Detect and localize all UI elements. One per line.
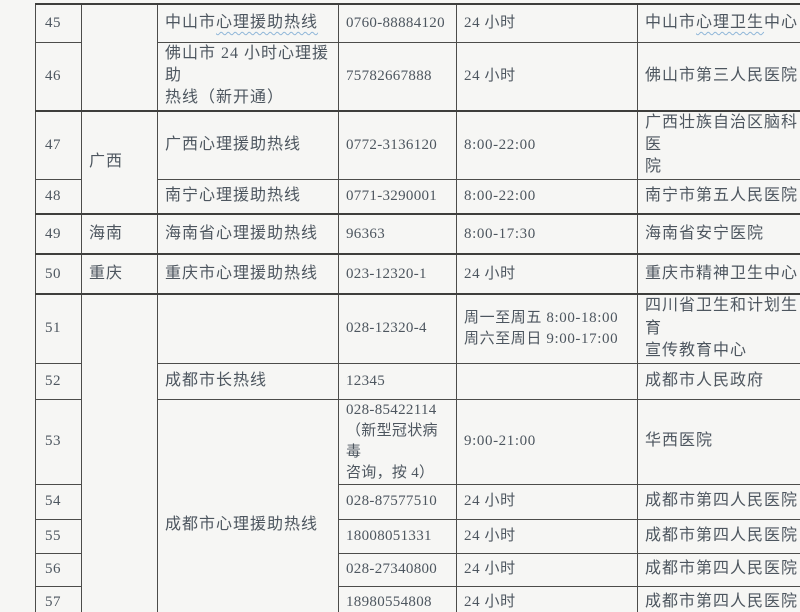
organization-cell: 华西医院 (637, 398, 800, 485)
service-hours-cell: 24 小时 (456, 552, 638, 587)
province-cell-sichuan: 四川 (81, 293, 158, 612)
hotline-name-cell-merged-chengdu: 成都市心理援助热线 (157, 398, 339, 612)
phone-number-cell: 028-27340800 (338, 552, 457, 587)
row-number-cell: 51 (35, 293, 82, 364)
hotline-name-cell: 南宁心理援助热线 (157, 178, 339, 215)
phone-number-cell: 0771-3290001 (338, 178, 457, 215)
psych-hotline-table: 45 中山市心理援助热线 0760-88884120 24 小时 中山市心理卫生… (35, 3, 800, 612)
province-cell-chongqing: 重庆 (81, 253, 158, 295)
row-number-cell: 45 (35, 3, 82, 43)
province-cell-hainan: 海南 (81, 213, 158, 255)
service-hours-cell: 24 小时 (456, 585, 638, 612)
hotline-name-cell: 成都市长热线 (157, 362, 339, 400)
table-row-51: 51 四川 028-12320-4 周一至周五 8:00-18:00 周六至周日… (35, 293, 800, 612)
service-hours-cell: 24 小时 (456, 518, 638, 554)
table-row-57: 57 18980554808 24 小时 成都市第四人民医院 (35, 585, 800, 612)
service-hours-cell: 24 小时 (456, 483, 638, 520)
table-row-50: 50 重庆 重庆市心理援助热线 023-12320-1 24 小时 重庆市精神卫… (35, 253, 800, 295)
organization-cell: 成都市第四人民医院 (637, 585, 800, 612)
row-number-cell: 46 (35, 41, 82, 112)
row-number-cell: 50 (35, 253, 82, 295)
row-number-cell: 57 (35, 585, 82, 612)
organization-cell: 成都市第四人民医院 (637, 552, 800, 587)
organization-cell: 重庆市精神卫生中心 (637, 253, 800, 295)
hotline-name-cell: 佛山市 24 小时心理援助 热线（新开通） (157, 41, 339, 112)
hotline-name-cell: 重庆市心理援助热线 (157, 253, 339, 295)
phone-number-cell: 028-85422114 （新型冠状病毒 咨询，按 4） (338, 398, 457, 485)
hotline-name-cell: 海南省心理援助热线 (157, 213, 339, 255)
table-row-54: 54 028-87577510 24 小时 成都市第四人民医院 (35, 483, 800, 520)
organization-cell: 南宁市第五人民医院 (637, 178, 800, 215)
table-row-55: 55 18008051331 24 小时 成都市第四人民医院 (35, 518, 800, 554)
phone-number-cell: 023-12320-1 (338, 253, 457, 295)
service-hours-cell: 24 小时 (456, 41, 638, 112)
phone-number-cell: 0760-88884120 (338, 3, 457, 43)
row-number-cell: 56 (35, 552, 82, 587)
organization-cell: 广西壮族自治区脑科医 院 (637, 109, 800, 180)
organization-cell: 海南省安宁医院 (637, 213, 800, 255)
service-hours-cell: 9:00-21:00 (456, 398, 638, 485)
service-hours-cell: 8:00-17:30 (456, 213, 638, 255)
phone-number-cell: 0772-3136120 (338, 109, 457, 180)
table-row-56: 56 028-27340800 24 小时 成都市第四人民医院 (35, 552, 800, 587)
hotline-name-cell-empty (157, 293, 339, 364)
table-row-47: 47 广西 广西心理援助热线 0772-3136120 8:00-22:00 广… (35, 109, 800, 215)
province-cell-blank (81, 3, 158, 112)
organization-cell: 成都市第四人民医院 (637, 518, 800, 554)
table-row-53: 53 成都市心理援助热线 028-85422114 （新型冠状病毒 咨询，按 4… (35, 398, 800, 612)
service-hours-cell: 24 小时 (456, 3, 638, 43)
table-row-46: 46 佛山市 24 小时心理援助 热线（新开通） 75782667888 24 … (35, 41, 800, 112)
organization-wavy-text: 心理卫生 (696, 14, 765, 32)
row-number-cell: 48 (35, 178, 82, 215)
organization-cell: 四川省卫生和计划生育 宣传教育中心 (637, 293, 800, 364)
phone-number-cell: 18980554808 (338, 585, 457, 612)
hotline-name-cell: 广西心理援助热线 (157, 109, 339, 180)
organization-cell: 成都市人民政府 (637, 362, 800, 400)
row-number-cell: 49 (35, 213, 82, 255)
phone-number-cell: 18008051331 (338, 518, 457, 554)
province-cell-guangxi: 广西 (81, 109, 158, 215)
row-number-cell: 55 (35, 518, 82, 554)
phone-number-cell: 12345 (338, 362, 457, 400)
organization-cell: 成都市第四人民医院 (637, 483, 800, 520)
service-hours-cell-empty (456, 362, 638, 400)
organization-cell: 中山市心理卫生中心 (637, 3, 800, 43)
table-row-45: 45 中山市心理援助热线 0760-88884120 24 小时 中山市心理卫生… (35, 3, 800, 112)
service-hours-cell: 24 小时 (456, 253, 638, 295)
table-row-49: 49 海南 海南省心理援助热线 96363 8:00-17:30 海南省安宁医院 (35, 213, 800, 255)
service-hours-cell: 8:00-22:00 (456, 178, 638, 215)
row-number-cell: 54 (35, 483, 82, 520)
hotline-name-text: 中山市 (165, 14, 217, 32)
phone-number-cell: 96363 (338, 213, 457, 255)
phone-number-cell: 028-87577510 (338, 483, 457, 520)
phone-number-cell: 028-12320-4 (338, 293, 457, 364)
row-number-cell: 47 (35, 109, 82, 180)
row-number-cell: 52 (35, 362, 82, 400)
hotline-name-cell: 中山市心理援助热线 (157, 3, 339, 43)
row-number-cell: 53 (35, 398, 82, 485)
organization-text-tail: 中心 (764, 14, 799, 32)
service-hours-cell: 周一至周五 8:00-18:00 周六至周日 9:00-17:00 (456, 293, 638, 364)
organization-text: 中山市 (645, 14, 697, 32)
organization-cell: 佛山市第三人民医院 (637, 41, 800, 112)
service-hours-cell: 8:00-22:00 (456, 109, 638, 180)
phone-number-cell: 75782667888 (338, 41, 457, 112)
hotline-name-wavy-text: 心理援助热线 (216, 14, 319, 32)
